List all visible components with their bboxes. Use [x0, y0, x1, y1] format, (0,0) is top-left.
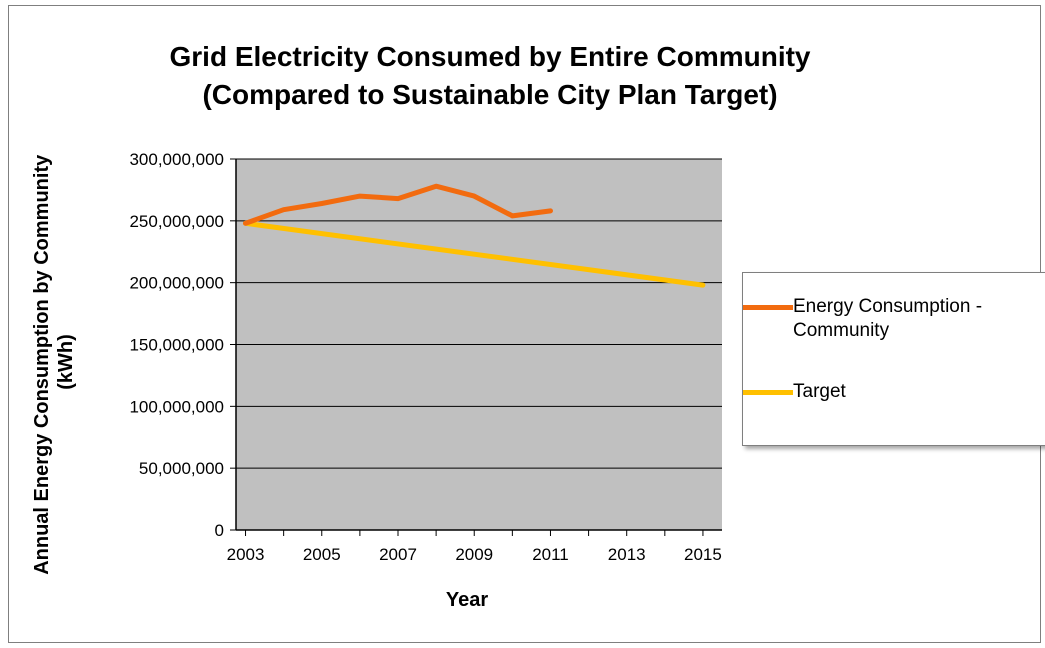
- y-axis-label-line-2: (kWh): [55, 334, 77, 390]
- legend-item-target: Target: [743, 380, 1033, 404]
- legend-item-energy: Energy Consumption - Community: [743, 295, 1033, 343]
- series-layer: [243, 183, 706, 288]
- y-tick-label: 50,000,000: [139, 459, 224, 478]
- x-tick-label: 2005: [303, 545, 341, 564]
- legend-label-target: Target: [793, 381, 846, 402]
- legend-swatch-target: [743, 390, 793, 395]
- y-tick-labels: 300,000,000 250,000,000 200,000,000 150,000…: [129, 150, 224, 540]
- y-axis-label-line-1: Annual Energy Consumption by Community: [31, 154, 53, 575]
- x-tick-label: 2011: [532, 545, 569, 564]
- x-tick-label: 2013: [608, 545, 646, 564]
- chart-title-line-1: Grid Electricity Consumed by Entire Comm…: [169, 41, 811, 72]
- gridlines: [236, 158, 722, 469]
- y-axis-label: Annual Energy Consumption by Community (…: [31, 149, 77, 575]
- y-tick-label: 300,000,000: [129, 150, 224, 169]
- x-tick-label: 2003: [227, 545, 265, 564]
- x-axis-label: Year: [446, 589, 488, 611]
- chart-title: Grid Electricity Consumed by Entire Comm…: [90, 38, 890, 114]
- y-tick-label: 250,000,000: [129, 212, 224, 231]
- y-tick-label: 150,000,000: [129, 336, 224, 355]
- axes: [230, 158, 722, 536]
- series-line-1: [243, 220, 706, 288]
- chart-title-line-2: (Compared to Sustainable City Plan Targe…: [202, 79, 778, 110]
- y-tick-label: 0: [215, 521, 224, 540]
- x-tick-label: 2007: [379, 545, 417, 564]
- x-tick-label: 2015: [684, 545, 722, 564]
- legend-label-energy: Energy Consumption - Community: [793, 296, 983, 341]
- y-tick-label: 200,000,000: [129, 274, 224, 293]
- legend-swatch-energy: [743, 305, 793, 310]
- legend: Energy Consumption - Community Target: [742, 272, 1045, 446]
- series-line-0: [243, 183, 553, 226]
- x-tick-labels: 2003 2005 2007 2009 2011 2013 2015: [227, 545, 722, 564]
- x-tick-label: 2009: [455, 545, 493, 564]
- y-tick-label: 100,000,000: [129, 397, 224, 416]
